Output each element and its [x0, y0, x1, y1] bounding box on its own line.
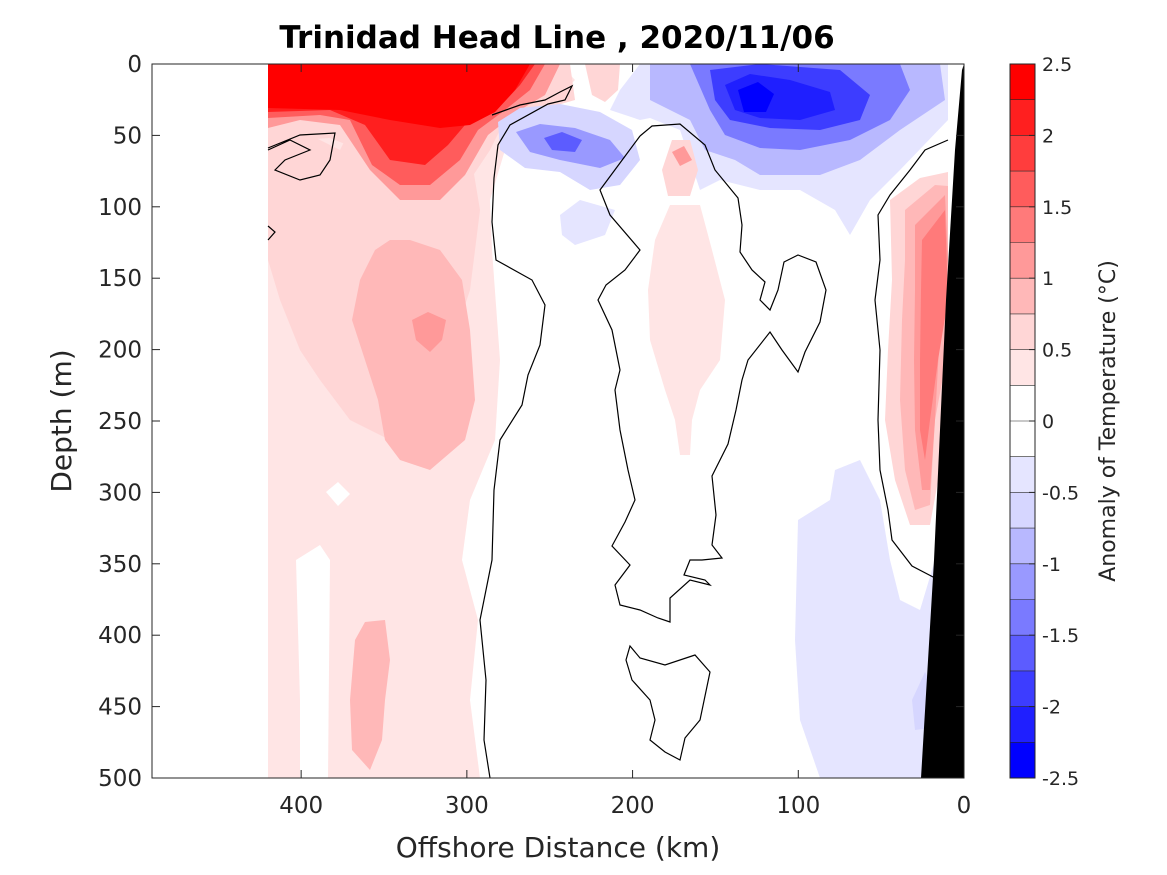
- colorbar-swatch: [1010, 278, 1035, 314]
- cold-lens-core: [544, 132, 582, 152]
- colorbar-swatch: [1010, 492, 1035, 529]
- colorbar-swatch: [1010, 135, 1035, 172]
- colorbar-swatch: [1010, 742, 1035, 778]
- colorbar-swatch: [1010, 563, 1035, 600]
- colorbar-swatch: [1010, 706, 1035, 743]
- y-axis-label: Depth (m): [45, 349, 78, 492]
- y-axis: 0 50 100 150 200 250 300 350 400 450 500: [98, 52, 964, 792]
- warm-spike-central: [662, 140, 698, 196]
- colorbar-swatch: [1010, 206, 1035, 243]
- y-tick-label: 450: [98, 695, 142, 721]
- y-tick-label: 500: [98, 766, 142, 792]
- colorbar-tick-label: 0.5: [1042, 340, 1072, 362]
- colorbar-tick-label: 0: [1042, 411, 1054, 433]
- central-warm-tongue: [648, 205, 725, 455]
- colorbar-swatch: [1010, 599, 1035, 636]
- colorbar-swatch: [1010, 635, 1035, 671]
- x-tick-label: 300: [445, 793, 489, 819]
- shelf-warm-band-4: [920, 210, 948, 460]
- warm-column: [352, 240, 475, 470]
- colorbar-swatch: [1010, 421, 1035, 457]
- colorbar-swatch: [1010, 242, 1035, 279]
- x-tick-label: 100: [776, 793, 820, 819]
- colorbar-tick-label: -0.5: [1042, 482, 1079, 504]
- bathymetry-mask: [921, 64, 964, 778]
- y-tick-label: 150: [98, 266, 142, 292]
- chart-title: Trinidad Head Line , 2020/11/06: [279, 20, 834, 56]
- y-tick-label: 400: [98, 623, 142, 649]
- y-tick-label: 200: [98, 338, 142, 364]
- colorbar-swatch: [1010, 528, 1035, 564]
- colorbar: [1010, 63, 1035, 778]
- y-tick-label: 0: [127, 52, 142, 78]
- colorbar-ticks: 2.5 2 1.5 1 0.5 0 -0.5 -1 -1.5 -2 -2.5: [1029, 54, 1079, 790]
- x-tick-label: 0: [957, 793, 972, 819]
- colorbar-swatch: [1010, 313, 1035, 350]
- x-tick-label: 400: [279, 793, 323, 819]
- y-tick-label: 300: [98, 480, 142, 506]
- surface-warm-core: [268, 64, 530, 128]
- y-tick-label: 100: [98, 195, 142, 221]
- y-tick-label: 250: [98, 409, 142, 435]
- colorbar-swatch: [1010, 171, 1035, 207]
- colorbar-tick-label: 2: [1042, 125, 1054, 147]
- y-tick-label: 50: [113, 123, 142, 149]
- zero-contours: [267, 84, 949, 778]
- colorbar-swatch: [1010, 385, 1035, 421]
- x-axis-label: Offshore Distance (km): [396, 831, 721, 864]
- deep-cold-patch: [795, 460, 940, 778]
- colorbar-tick-label: -2.5: [1042, 768, 1079, 790]
- colorbar-tick-label: -1.5: [1042, 625, 1079, 647]
- surface-warm-spot: [585, 64, 620, 102]
- warm-hole: [326, 482, 350, 506]
- colorbar-label: Anomaly of Temperature (°C): [1096, 260, 1121, 582]
- cold-core-center: [738, 82, 774, 112]
- colorbar-tick-label: 1: [1042, 268, 1054, 290]
- x-tick-label: 200: [611, 793, 655, 819]
- warm-patch: [412, 312, 446, 352]
- colorbar-tick-label: -2: [1042, 697, 1061, 719]
- cold-patch-small: [560, 200, 615, 245]
- colorbar-swatch: [1010, 99, 1035, 136]
- y-tick-label: 350: [98, 552, 142, 578]
- warm-spike-core: [672, 146, 692, 166]
- colorbar-swatch: [1010, 456, 1035, 493]
- x-axis: 400 300 200 100 0: [279, 64, 971, 819]
- deep-warm-patch: [350, 620, 390, 770]
- colorbar-swatch: [1010, 670, 1035, 707]
- colorbar-tick-label: 1.5: [1042, 197, 1072, 219]
- anomaly-field: [267, 64, 964, 778]
- colorbar-tick-label: 2.5: [1042, 54, 1072, 76]
- colorbar-tick-label: -1: [1042, 554, 1061, 576]
- colorbar-swatch: [1010, 349, 1035, 386]
- colorbar-swatch: [1010, 64, 1035, 100]
